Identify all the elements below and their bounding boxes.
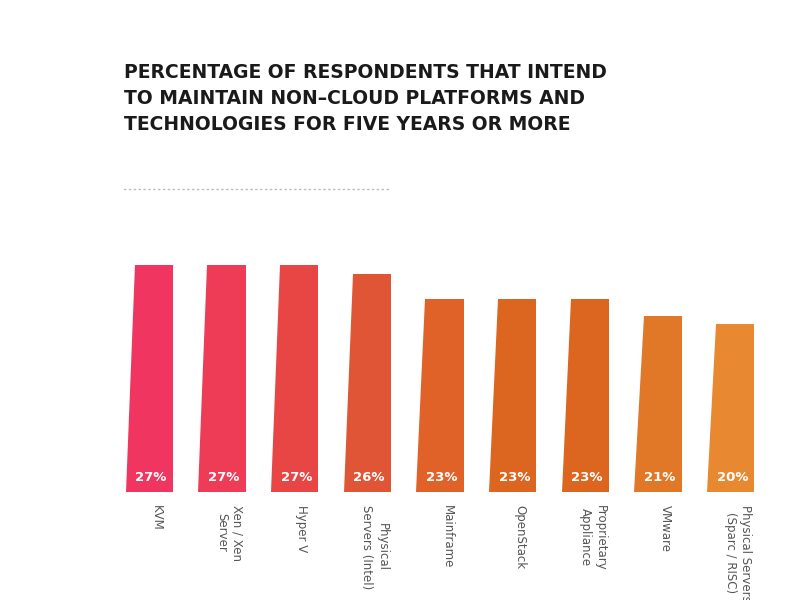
Text: 27%: 27% bbox=[135, 470, 166, 484]
Text: 23%: 23% bbox=[571, 470, 603, 484]
Polygon shape bbox=[198, 265, 246, 492]
Polygon shape bbox=[271, 265, 318, 492]
Polygon shape bbox=[489, 299, 536, 492]
Text: 27%: 27% bbox=[281, 470, 312, 484]
Text: Hyper V: Hyper V bbox=[295, 505, 308, 552]
Text: 21%: 21% bbox=[644, 470, 675, 484]
Text: Xen / Xen
Server: Xen / Xen Server bbox=[215, 505, 243, 560]
Text: VMware: VMware bbox=[658, 505, 672, 551]
Text: Physical
Servers (Intel): Physical Servers (Intel) bbox=[361, 505, 389, 589]
Polygon shape bbox=[126, 265, 173, 492]
Text: 23%: 23% bbox=[426, 470, 458, 484]
Polygon shape bbox=[344, 274, 391, 492]
Polygon shape bbox=[416, 299, 464, 492]
Text: Physical Servers
(Sparc / RISC): Physical Servers (Sparc / RISC) bbox=[724, 505, 752, 600]
Polygon shape bbox=[562, 299, 609, 492]
Text: 27%: 27% bbox=[208, 470, 239, 484]
Text: 20%: 20% bbox=[717, 470, 748, 484]
Text: KVM: KVM bbox=[150, 505, 163, 530]
Text: Proprietary
Appliance: Proprietary Appliance bbox=[578, 505, 606, 571]
Text: 26%: 26% bbox=[354, 470, 385, 484]
Text: 23%: 23% bbox=[498, 470, 530, 484]
Text: PERCENTAGE OF RESPONDENTS THAT INTEND
TO MAINTAIN NON–CLOUD PLATFORMS AND
TECHNO: PERCENTAGE OF RESPONDENTS THAT INTEND TO… bbox=[124, 63, 607, 133]
Polygon shape bbox=[707, 324, 754, 492]
Text: OpenStack: OpenStack bbox=[514, 505, 526, 569]
Text: Mainframe: Mainframe bbox=[441, 505, 454, 568]
Polygon shape bbox=[634, 316, 682, 492]
